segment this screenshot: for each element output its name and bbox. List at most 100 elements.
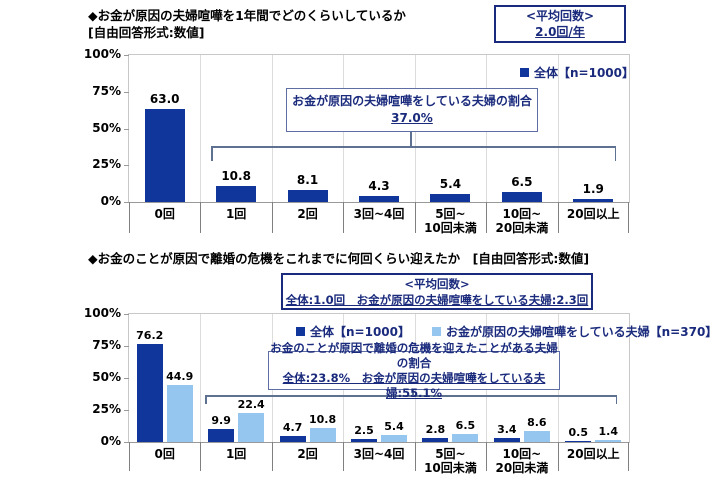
y-axis-tick-mark xyxy=(124,202,129,203)
category-tick xyxy=(486,202,488,233)
bar-value-label: 22.4 xyxy=(237,398,265,412)
legend-swatch-light-icon xyxy=(432,327,441,336)
chart1-bracket-right-tick xyxy=(614,146,616,161)
y-axis-tick-mark xyxy=(124,346,129,347)
bar xyxy=(359,195,399,202)
y-axis-tick-mark xyxy=(124,378,129,379)
category-label: 0回 xyxy=(154,207,175,221)
bar xyxy=(238,413,265,442)
category-tick xyxy=(628,442,629,471)
category-label: 10回~ 20回未満 xyxy=(495,207,549,235)
category-label: 1回 xyxy=(225,447,247,461)
chart2-legend-label-quarrel: お金が原因の夫婦喧嘩をしている夫婦【n=370】 xyxy=(446,325,718,339)
chart1-title-line2: [自由回答形式:数値] xyxy=(88,25,205,40)
chart1-bracket-connector xyxy=(410,130,412,147)
bar-value-label: 2.5 xyxy=(354,423,374,437)
bar-value-label: 4.7 xyxy=(282,420,303,434)
y-axis-tick-mark xyxy=(124,442,129,443)
bar-value-label: 44.9 xyxy=(166,369,194,383)
category-label: 0回 xyxy=(154,447,175,461)
category-label: 5回~ 10回未満 xyxy=(424,207,477,235)
y-axis-tick-label: 50% xyxy=(92,370,121,384)
bar xyxy=(381,435,407,442)
bar-value-label: 5.4 xyxy=(384,420,404,434)
y-axis-tick-mark xyxy=(124,91,129,93)
chart2-legend-item-quarrel: お金が原因の夫婦喧嘩をしている夫婦【n=370】 xyxy=(432,323,717,340)
category-label: 10回~ 20回未満 xyxy=(495,447,549,475)
chart2-bracket-right-tick xyxy=(615,395,617,404)
category-tick xyxy=(343,202,345,233)
bar xyxy=(136,344,163,442)
bar-value-label: 8.1 xyxy=(296,173,319,188)
chart2-average-value: 全体:1.0回 お金が原因の夫婦喧嘩をしている夫婦:2.3回 xyxy=(285,292,589,307)
category-label: 20回以上 xyxy=(566,207,620,221)
category-label: 2回 xyxy=(297,447,318,461)
chart1-title: ◆お金が原因の夫婦喧嘩を1年間でどのくらいしているか [自由回答形式:数値] xyxy=(88,7,406,41)
bar-value-label: 63.0 xyxy=(149,92,180,107)
chart2-title-line1: ◆お金のことが原因で離婚の危機をこれまでに何回くらい迎えたか [自由回答形式:数… xyxy=(88,251,590,266)
bar-value-label: 1.4 xyxy=(598,425,619,439)
bar xyxy=(573,199,614,202)
category-tick xyxy=(557,442,559,471)
bar-value-label: 8.6 xyxy=(527,415,547,429)
chart1-range-bracket xyxy=(211,146,616,148)
category-tick xyxy=(271,442,273,471)
legend-swatch-dark-icon xyxy=(520,68,529,77)
bar xyxy=(144,109,185,202)
category-tick xyxy=(414,202,416,233)
category-tick xyxy=(628,202,629,233)
y-axis-tick-label: 25% xyxy=(92,157,121,172)
chart2-legend-label-total: 全体【n=1000】 xyxy=(310,325,410,339)
chart1-annotation-value: 37.0% xyxy=(391,111,433,125)
y-axis-tick-label: 0% xyxy=(100,194,121,208)
chart2-bracket-connector xyxy=(412,388,414,396)
y-axis-tick-label: 100% xyxy=(83,47,121,61)
category-label: 5回~ 10回未満 xyxy=(424,447,477,475)
bar-value-label: 4.3 xyxy=(368,178,390,193)
y-axis-tick-label: 75% xyxy=(92,338,121,352)
chart1-title-line1: ◆お金が原因の夫婦喧嘩を1年間でどのくらいしているか xyxy=(88,8,406,23)
bar-value-label: 10.8 xyxy=(221,169,251,184)
category-separator xyxy=(557,55,559,202)
chart2-annotation-value: 全体:23.8% お金が原因の夫婦喧嘩をしている夫婦:55.1% xyxy=(282,370,546,400)
y-axis-tick-mark xyxy=(124,165,129,167)
bar xyxy=(208,429,235,442)
y-axis-tick-mark xyxy=(124,314,129,315)
y-axis-tick-mark xyxy=(124,410,129,411)
y-axis-tick-mark xyxy=(124,55,129,56)
category-label: 2回 xyxy=(297,207,318,221)
category-separator xyxy=(200,314,202,442)
bar xyxy=(595,440,622,442)
chart2-range-bracket xyxy=(205,395,617,397)
category-tick xyxy=(200,202,202,233)
chart2-annotation-box: お金のことが原因で離婚の危機を迎えたことがある夫婦の割合 全体:23.8% お金… xyxy=(268,341,560,400)
bar-value-label: 6.5 xyxy=(511,175,533,190)
chart2-annotation-line1: お金のことが原因で離婚の危機を迎えたことがある夫婦の割合 xyxy=(270,340,558,370)
category-label: 1回 xyxy=(225,207,247,221)
bar xyxy=(430,194,471,202)
y-axis-tick-label: 0% xyxy=(100,434,121,448)
chart2-title: ◆お金のことが原因で離婚の危機をこれまでに何回くらい迎えたか [自由回答形式:数… xyxy=(88,250,589,267)
category-tick xyxy=(271,202,273,233)
bar-value-label: 6.5 xyxy=(455,418,476,432)
bar xyxy=(166,384,193,442)
y-axis-tick-mark xyxy=(124,128,129,130)
bar xyxy=(493,437,520,442)
chart1-legend-item-total: 全体【n=1000】 xyxy=(520,64,634,81)
category-tick xyxy=(486,442,488,471)
bar-value-label: 2.8 xyxy=(425,423,446,437)
chart1-average-heading: <平均回数> xyxy=(525,9,595,23)
bar xyxy=(523,430,550,442)
x-axis-line xyxy=(129,202,629,203)
legend-swatch-dark-icon xyxy=(296,327,305,336)
chart2-average-box: <平均回数> 全体:1.0回 お金が原因の夫婦喧嘩をしている夫婦:2.3回 xyxy=(281,273,593,310)
chart2-legend: 全体【n=1000】 お金が原因の夫婦喧嘩をしている夫婦【n=370】 xyxy=(296,323,717,340)
bar xyxy=(216,186,257,202)
chart1-annotation-line1: お金が原因の夫婦喧嘩をしている夫婦の割合 xyxy=(292,94,532,108)
category-tick xyxy=(343,442,345,471)
category-tick xyxy=(129,202,130,233)
category-tick xyxy=(557,202,559,233)
category-tick xyxy=(414,442,416,471)
chart1-average-box: <平均回数> 2.0回/年 xyxy=(494,5,626,43)
